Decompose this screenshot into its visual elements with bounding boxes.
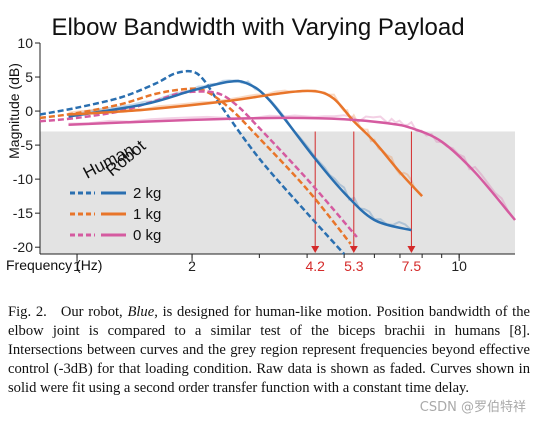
caption-text-after: , is designed for human-like motion. Pos…	[8, 304, 530, 396]
y-tick-label: -5	[21, 137, 34, 153]
legend-entry-label: 1 kg	[133, 206, 161, 223]
chart-title: Elbow Bandwidth with Varying Payload	[51, 14, 464, 41]
y-axis-label: Magnitude (dB)	[6, 63, 22, 159]
bandwidth-value-label: 4.2	[305, 258, 325, 274]
y-tick-label: 0	[25, 103, 33, 119]
robot-0kg-curve	[68, 116, 516, 221]
watermark: CSDN @罗伯特祥	[419, 400, 526, 415]
bandwidth-marker-arrow	[311, 246, 320, 253]
robot-1kg-curve	[68, 89, 424, 197]
y-tick-label: -10	[13, 171, 33, 187]
legend-entry-label: 2 kg	[133, 185, 161, 202]
caption-figure-label: Fig. 2.	[8, 304, 47, 320]
x-tick-label: 1	[73, 258, 81, 274]
caption-text-before: Our robot,	[60, 304, 128, 320]
x-tick-label: 10	[451, 258, 467, 274]
human-1kg-curve	[39, 87, 352, 245]
figure-caption: Fig. 2. Our robot, Blue, is designed for …	[8, 303, 530, 398]
bandwidth-chart: Elbow Bandwidth with Varying Payload 105…	[6, 14, 516, 274]
y-tick-label: -15	[13, 205, 33, 221]
y-tick-label: -20	[13, 239, 33, 255]
bandwidth-value-label: 5.3	[344, 258, 364, 274]
bandwidth-marker-arrow	[407, 246, 416, 253]
bandwidth-marker-arrow	[349, 246, 358, 253]
bandwidth-value-label: 7.5	[402, 258, 422, 274]
human-0kg-curve	[39, 90, 358, 238]
plot-area: 10 5 0 -5 -10 -15 -20 1 2 10 4.2 5.3 7.5	[13, 35, 516, 274]
y-tick-label: 10	[17, 35, 33, 51]
legend-entry-label: 0 kg	[133, 227, 161, 244]
robot-2kg-curve	[68, 79, 412, 232]
x-axis-label: Frequency (Hz)	[6, 257, 102, 273]
x-tick-label: 2	[188, 258, 196, 274]
caption-robot-name: Blue	[127, 304, 155, 320]
y-tick-label: 5	[25, 69, 33, 85]
